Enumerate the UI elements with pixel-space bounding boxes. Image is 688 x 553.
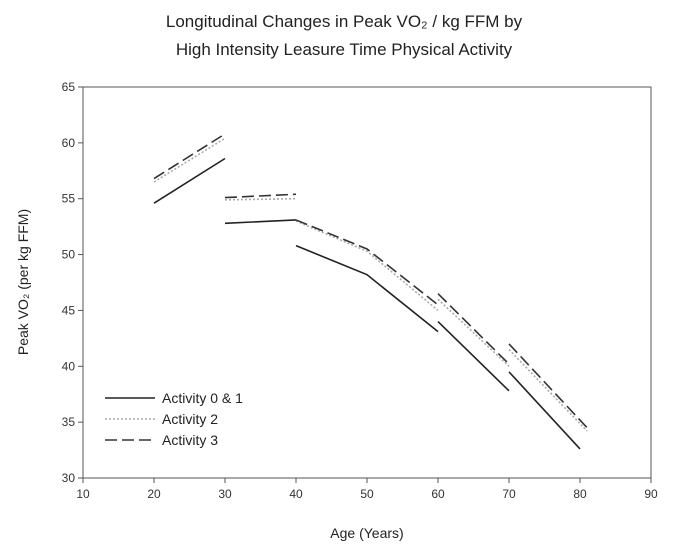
- y-tick-label: 50: [62, 248, 76, 262]
- y-tick-label: 55: [62, 192, 76, 206]
- x-tick-label: 80: [573, 487, 587, 501]
- x-tick-label: 20: [147, 487, 161, 501]
- series-line-segment: [153, 133, 226, 180]
- legend-label: Activity 3: [162, 432, 218, 448]
- series-line-segment: [153, 157, 226, 204]
- series-line-segment: [153, 137, 226, 183]
- x-tick-label: 30: [218, 487, 232, 501]
- x-axis-label: Age (Years): [330, 525, 403, 541]
- chart-title-line-1: Longitudinal Changes in Peak VO₂ / kg FF…: [165, 12, 523, 31]
- x-tick-label: 70: [502, 487, 516, 501]
- series-line-segment: [508, 371, 581, 450]
- legend-label: Activity 0 & 1: [162, 390, 243, 406]
- series-line-segment: [224, 197, 297, 201]
- x-tick-label: 10: [76, 487, 90, 501]
- x-tick-label: 40: [289, 487, 303, 501]
- y-tick-label: 60: [62, 136, 76, 150]
- series-line-segment: [437, 293, 510, 365]
- x-tick-label: 90: [644, 487, 658, 501]
- series-line-segment: [437, 321, 510, 392]
- legend-label: Activity 2: [162, 411, 218, 427]
- x-tick-label: 60: [431, 487, 445, 501]
- series-line-segment: [508, 348, 588, 432]
- x-tick-label: 50: [360, 487, 374, 501]
- y-axis-label: Peak VO₂ (per kg FFM): [15, 209, 31, 355]
- y-tick-label: 65: [62, 80, 76, 94]
- y-tick-label: 30: [62, 471, 76, 485]
- series-line-segment: [295, 244, 439, 333]
- y-tick-label: 35: [62, 415, 76, 429]
- series-line-segment: [224, 219, 297, 225]
- y-tick-label: 40: [62, 359, 76, 373]
- series-line-segment: [224, 193, 297, 199]
- series-line-segment: [295, 219, 439, 306]
- series-line-segment: [508, 343, 588, 429]
- y-tick-label: 45: [62, 303, 76, 317]
- series-line-segment: [437, 298, 510, 367]
- chart-title-line-2: High Intensity Leasure Time Physical Act…: [175, 40, 513, 59]
- series-line-segment: [295, 220, 439, 312]
